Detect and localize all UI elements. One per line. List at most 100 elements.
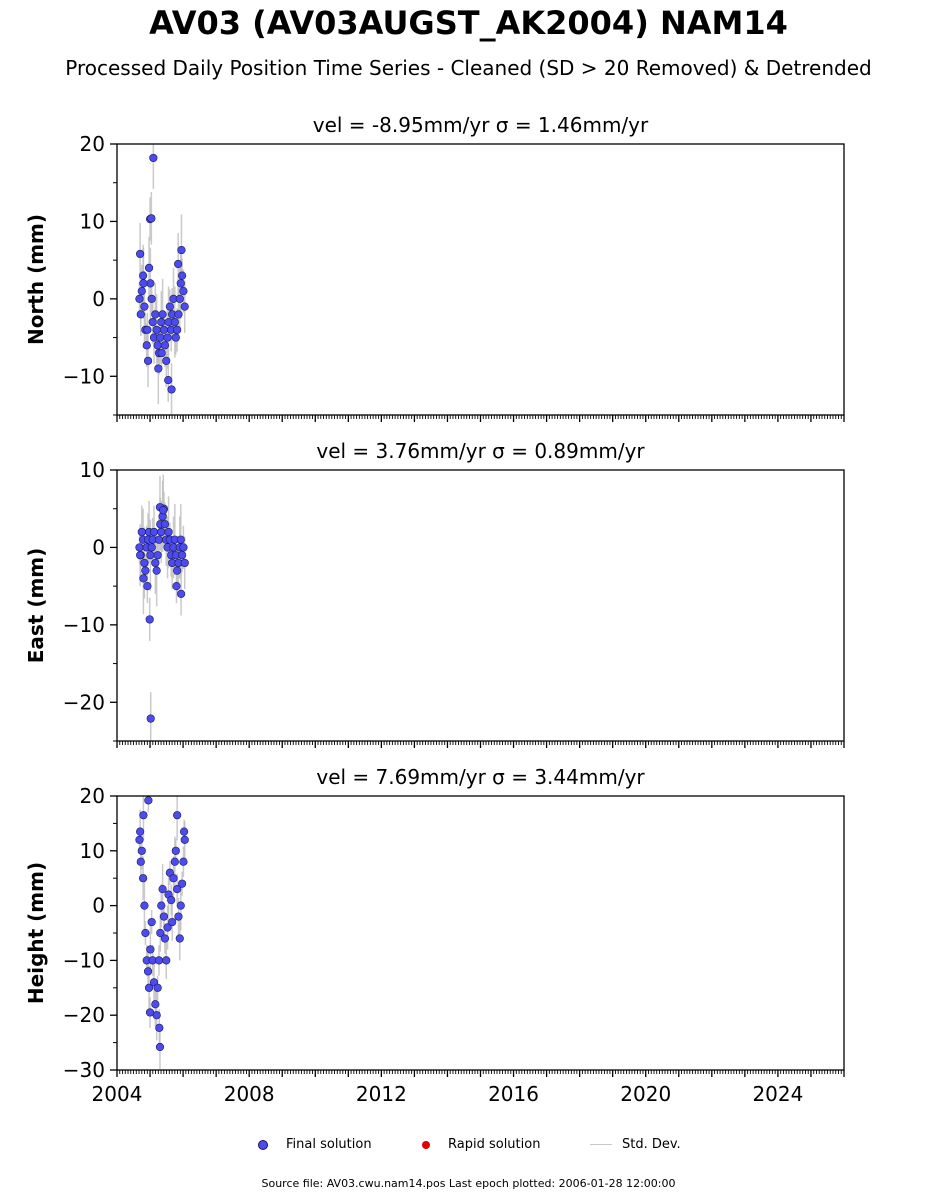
x-tick-label: 2016 [488, 1082, 539, 1106]
data-point [137, 846, 146, 855]
data-point [140, 558, 149, 568]
data-point [175, 294, 184, 303]
data-point [177, 245, 186, 255]
data-point [135, 294, 144, 303]
data-point [173, 885, 182, 894]
data-point [171, 333, 180, 342]
data-point [142, 341, 151, 350]
data-point [137, 287, 146, 296]
y-tick-label: 20 [80, 784, 105, 808]
data-point [146, 279, 155, 288]
data-point [159, 325, 169, 334]
data-point [160, 520, 170, 529]
data-point [180, 835, 189, 844]
x-tick-label: 2012 [356, 1082, 407, 1106]
y-tick-label: 20 [80, 132, 105, 156]
data-point [144, 263, 154, 272]
data-point [145, 1008, 155, 1017]
legend-stddev-label: Std. Dev. [622, 1137, 681, 1152]
rapid-solution-marker-icon [422, 1140, 430, 1149]
data-point [151, 558, 160, 568]
y-axis-label-2: Height (mm) [24, 862, 48, 1004]
data-point [163, 333, 172, 342]
data-point [153, 551, 162, 560]
x-tick-label: 2004 [92, 1082, 143, 1106]
data-point [137, 527, 146, 537]
data-point [145, 615, 154, 624]
y-tick-label: −30 [63, 1058, 105, 1082]
data-point [177, 551, 187, 560]
data-point [162, 956, 171, 965]
data-point [152, 566, 161, 575]
data-point [141, 566, 150, 575]
data-point [159, 506, 168, 515]
y-tick-label: −10 [63, 948, 105, 972]
x-tick-label: 2008 [224, 1082, 275, 1106]
data-point [139, 574, 148, 583]
data-point [174, 310, 183, 319]
data-point [148, 317, 157, 327]
data-point [157, 348, 166, 358]
data-point [157, 901, 166, 910]
data-point [155, 1042, 165, 1052]
data-point [176, 535, 185, 544]
data-point [170, 317, 179, 327]
data-point [139, 279, 148, 288]
data-point [154, 535, 164, 544]
data-point [151, 1000, 160, 1009]
data-point [173, 811, 182, 820]
data-point [146, 945, 155, 954]
data-point [180, 558, 189, 568]
data-point [140, 302, 149, 311]
data-point [177, 589, 186, 598]
y-tick-label: 10 [80, 839, 105, 863]
std-dev-line-icon [590, 1144, 612, 1145]
data-point [174, 912, 183, 921]
data-point [151, 310, 160, 319]
y-axis-label-0: North (mm) [24, 214, 48, 345]
data-point [159, 912, 169, 921]
data-point [158, 885, 167, 894]
data-point [153, 341, 162, 350]
panel-title-0: vel = -8.95mm/yr σ = 1.46mm/yr [313, 113, 649, 137]
data-point [160, 341, 170, 350]
legend-rapid-label: Rapid solution [448, 1137, 541, 1152]
data-point [172, 582, 181, 591]
legend-final: Final solution [258, 1137, 372, 1152]
y-tick-label: −10 [63, 613, 105, 637]
data-point [143, 325, 152, 334]
data-point [147, 214, 156, 223]
data-point [136, 827, 145, 836]
data-point [163, 923, 172, 932]
data-point [154, 364, 163, 373]
data-point [141, 928, 150, 938]
data-point [139, 271, 148, 280]
data-point [175, 934, 184, 943]
data-point [152, 325, 161, 334]
data-point [144, 796, 153, 805]
y-tick-label: −20 [63, 1003, 105, 1027]
data-point [164, 527, 173, 537]
data-point [171, 846, 180, 855]
legend-final-label: Final solution [286, 1137, 372, 1152]
data-point [162, 356, 171, 365]
data-point [164, 376, 173, 385]
data-point [173, 325, 182, 334]
data-point [135, 835, 144, 844]
y-tick-label: 0 [92, 287, 105, 311]
legend-rapid: Rapid solution [422, 1137, 540, 1152]
data-point [149, 153, 158, 163]
plot-frame-1 [116, 469, 845, 742]
data-point [146, 714, 155, 723]
data-point [177, 271, 187, 280]
y-tick-label: 0 [92, 535, 105, 559]
legend: Final solution Rapid solution Std. Dev. [0, 1137, 937, 1157]
legend-stddev: Std. Dev. [590, 1137, 681, 1152]
source-footer: Source file: AV03.cwu.nam14.pos Last epo… [261, 1177, 676, 1190]
final-solution-marker-icon [258, 1139, 268, 1150]
data-point [147, 294, 156, 303]
data-point [140, 901, 149, 910]
data-point [177, 879, 187, 888]
data-point [149, 527, 159, 537]
data-point [179, 857, 188, 866]
